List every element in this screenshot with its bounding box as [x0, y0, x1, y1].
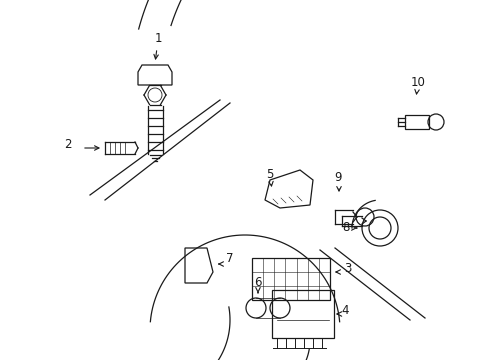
Text: 8: 8 [342, 221, 349, 234]
Text: 7: 7 [226, 252, 233, 265]
Text: 5: 5 [266, 168, 273, 181]
Text: 9: 9 [334, 171, 341, 184]
Text: 10: 10 [410, 76, 425, 89]
Text: 1: 1 [154, 31, 162, 45]
Text: 3: 3 [344, 261, 351, 274]
Text: 6: 6 [254, 275, 261, 288]
Text: 4: 4 [341, 303, 348, 316]
Text: 2: 2 [64, 139, 72, 152]
